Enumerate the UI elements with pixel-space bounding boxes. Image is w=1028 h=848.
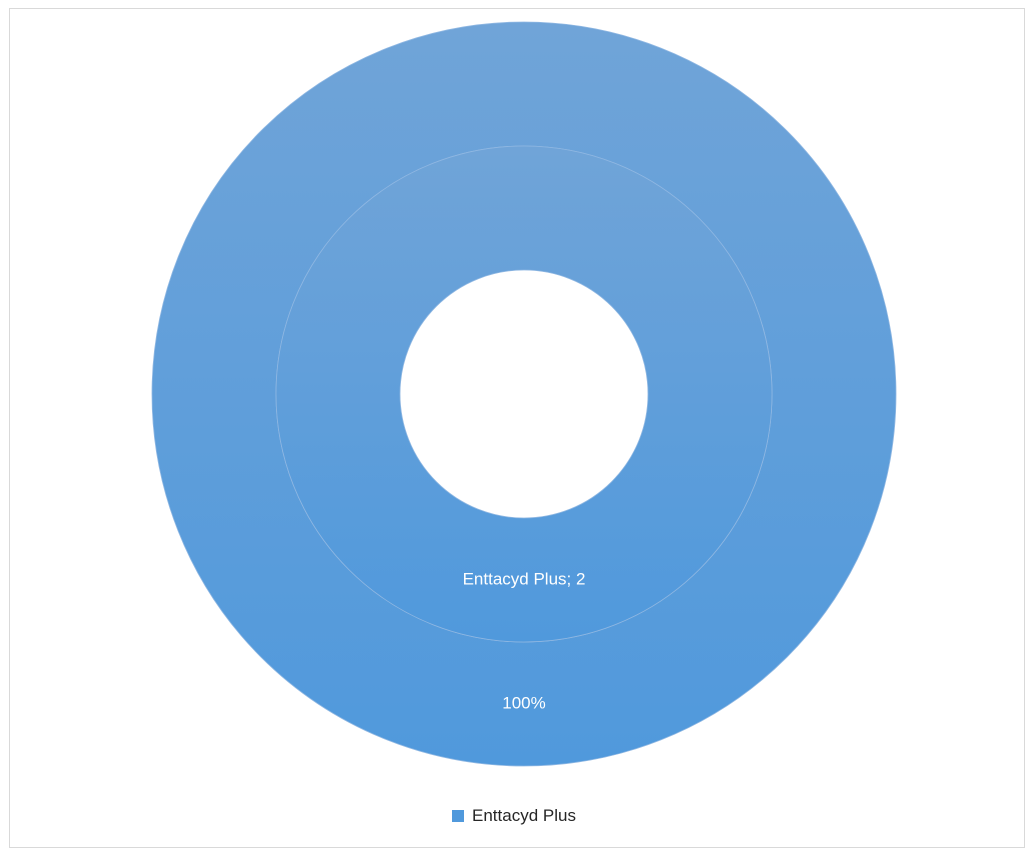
legend-swatch [452,810,465,822]
legend: Enttacyd Plus [0,806,1028,826]
legend-label: Enttacyd Plus [472,806,576,825]
doughnut-rings [151,21,897,767]
outer-ring-data-label-0: 100% [502,693,545,712]
outer-ring-slice-0 [151,21,897,767]
inner-ring-slice-0 [275,145,773,643]
doughnut-chart: 100% Enttacyd Plus; 2 [151,21,897,767]
inner-ring-data-label-0: Enttacyd Plus; 2 [463,569,586,588]
data-labels: 100% Enttacyd Plus; 2 [463,569,586,712]
